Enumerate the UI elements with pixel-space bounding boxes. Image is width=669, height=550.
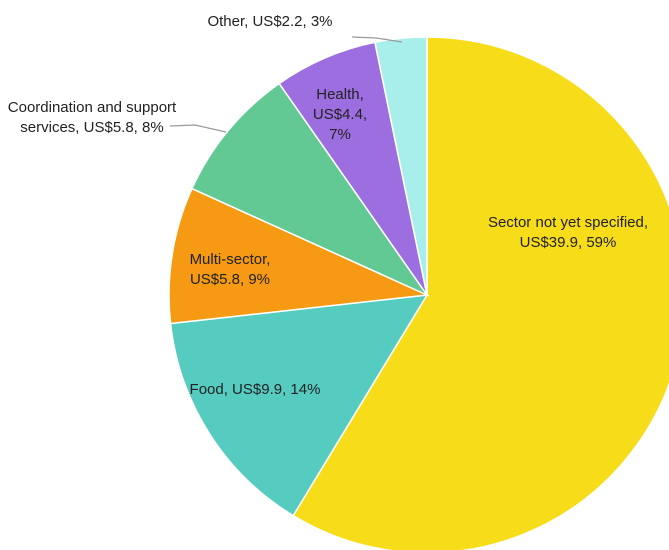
- pie-slice: [292, 36, 669, 550]
- slice-label: Coordination and support services, US$5.…: [7, 99, 177, 136]
- slice-label: Other, US$2.2, 3%: [207, 13, 333, 30]
- slice-label: Multi-sector, US$5.8, 9%: [189, 251, 271, 288]
- leader-line: [351, 36, 403, 43]
- leader-line: [169, 124, 227, 133]
- slice-label: Health, US$4.4, 7%: [312, 86, 368, 143]
- pie-slice: [190, 82, 430, 297]
- pie-slice: [169, 294, 429, 517]
- pie-slice: [374, 36, 428, 296]
- slice-label: Sector not yet specified, US$39.9, 59%: [487, 214, 649, 251]
- pie-slice: [168, 187, 430, 325]
- slice-label: Food, US$9.9, 14%: [189, 381, 321, 398]
